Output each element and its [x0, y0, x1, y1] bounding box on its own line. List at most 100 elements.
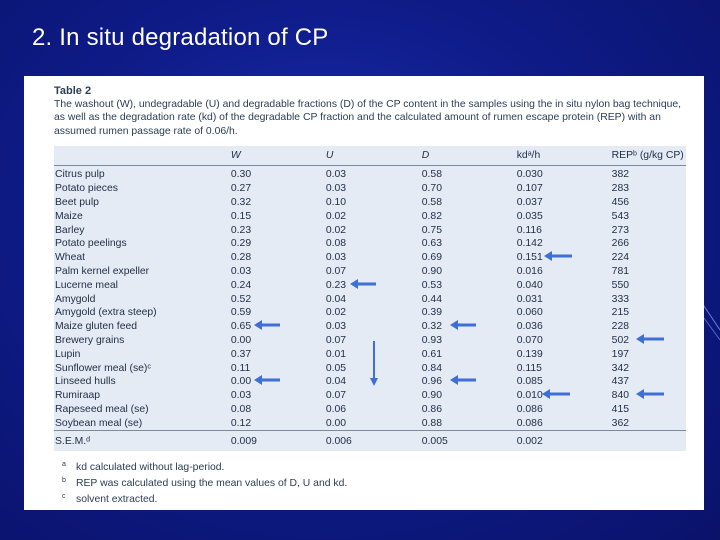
cell-u: 0.03 [325, 321, 347, 333]
cell-u: 0.10 [325, 196, 347, 208]
cell-u: 0.01 [325, 348, 347, 360]
cell-u: 0.05 [325, 362, 347, 374]
table-row: Potato peelings 0.29 0.08 0.63 0.142 266 [54, 237, 686, 251]
cell-rep: 781 [611, 265, 630, 277]
cell-kd: 0.035 [516, 210, 543, 222]
table-row: Citrus pulp 0.30 0.03 0.58 0.030 382 [54, 166, 686, 182]
sem-cell-rep [610, 430, 686, 452]
cell-feed: Beet pulp [55, 196, 99, 208]
cell-u: 0.08 [325, 238, 347, 250]
cell-w: 0.29 [230, 238, 252, 250]
cell-feed: Soybean meal (se) [55, 417, 143, 429]
table-row: Lucerne meal 0.24 0.23 0.53 0.040 550 [54, 278, 686, 292]
cell-kd: 0.016 [516, 265, 543, 277]
footnote-a: a kd calculated without lag-period. [62, 461, 225, 473]
cell-kd: 0.085 [516, 376, 543, 388]
cell-u: 0.03 [325, 252, 347, 264]
cell-w: 0.08 [230, 403, 252, 415]
cell-rep: 215 [611, 307, 630, 319]
cell-w: 0.28 [230, 252, 252, 264]
table-row: Maize 0.15 0.02 0.82 0.035 543 [54, 209, 686, 223]
cell-u: 0.06 [325, 403, 347, 415]
cell-rep: 362 [611, 417, 630, 429]
table-row: Potato pieces 0.27 0.03 0.70 0.107 283 [54, 182, 686, 196]
table-description: The washout (W), undegradable (U) and de… [54, 99, 682, 137]
cell-w: 0.52 [230, 293, 252, 305]
cell-rep: 266 [611, 238, 630, 250]
cell-d: 0.86 [421, 403, 442, 415]
cell-d: 0.82 [421, 210, 442, 222]
cell-kd: 0.142 [516, 238, 543, 250]
cell-w: 0.03 [230, 265, 252, 277]
cell-rep: 228 [611, 321, 630, 333]
header-feed [54, 146, 230, 166]
cell-u: 0.03 [325, 183, 347, 195]
cell-kd: 0.116 [516, 224, 542, 236]
cell-kd: 0.086 [516, 403, 543, 415]
cell-feed: Potato peelings [55, 238, 127, 250]
table-row: Rumiraap 0.03 0.07 0.90 0.010 840 [54, 389, 686, 403]
cell-feed: Maize [55, 210, 83, 222]
sem-cell-w: 0.009 [229, 430, 325, 452]
cell-kd: 0.010 [516, 390, 543, 402]
cell-d: 0.32 [421, 321, 442, 333]
cell-rep: 502 [611, 334, 630, 346]
cell-feed: Rapeseed meal (se) [55, 403, 149, 415]
cell-rep: 550 [611, 279, 630, 291]
cell-w: 0.00 [230, 334, 252, 346]
cell-rep: 543 [611, 210, 630, 222]
cell-d: 0.63 [421, 238, 442, 250]
header-rep: REPᵇ (g/kg CP) [610, 146, 686, 166]
cell-d: 0.93 [421, 334, 442, 346]
slide-title: 2. In situ degradation of CP [32, 24, 329, 51]
cell-rep: 333 [611, 293, 630, 305]
cell-w: 0.12 [230, 417, 252, 429]
table-row: Barley 0.23 0.02 0.75 0.116 273 [54, 223, 686, 237]
cell-w: 0.65 [230, 321, 252, 333]
cell-kd: 0.031 [516, 293, 543, 305]
footnote-c: c solvent extracted. [62, 493, 158, 505]
cell-w: 0.03 [230, 390, 252, 402]
cell-w: 0.59 [230, 307, 252, 319]
cell-feed: Sunflower meal (se)ᶜ [55, 362, 152, 374]
cell-feed: Citrus pulp [55, 169, 105, 181]
table-row: Maize gluten feed 0.65 0.03 0.32 0.036 228 [54, 320, 686, 334]
cell-d: 0.39 [421, 307, 442, 319]
table-row: Soybean meal (se) 0.12 0.00 0.88 0.086 362 [54, 416, 686, 430]
cell-kd: 0.040 [516, 279, 543, 291]
cell-w: 0.37 [230, 348, 252, 360]
cell-feed: Lupin [55, 348, 81, 360]
cell-rep: 456 [611, 196, 630, 208]
cell-feed: Amygold (extra steep) [55, 307, 157, 319]
cell-w: 0.11 [230, 362, 251, 374]
cell-d: 0.53 [421, 279, 442, 291]
cell-d: 0.61 [421, 348, 442, 360]
table-row: Sunflower meal (se)ᶜ 0.11 0.05 0.84 0.115 342 [54, 361, 686, 375]
cell-u: 0.07 [325, 265, 347, 277]
table-label: Table 2 [54, 85, 92, 97]
cell-feed: Potato pieces [55, 183, 118, 195]
cell-kd: 0.037 [516, 196, 543, 208]
sem-cell-d: 0.005 [420, 430, 516, 452]
cell-rep: 437 [611, 376, 630, 388]
cell-feed: Barley [55, 224, 85, 236]
cell-rep: 342 [611, 362, 630, 374]
cell-u: 0.04 [325, 376, 347, 388]
cell-w: 0.32 [230, 196, 252, 208]
cell-w: 0.00 [230, 376, 252, 388]
cell-u: 0.03 [325, 169, 347, 181]
cell-feed: Linseed hulls [55, 376, 116, 388]
header-w: W [229, 146, 325, 166]
cell-rep: 224 [611, 252, 630, 264]
table-row: Amygold 0.52 0.04 0.44 0.031 333 [54, 292, 686, 306]
cell-d: 0.75 [421, 224, 442, 236]
cell-rep: 840 [611, 390, 630, 402]
cell-kd: 0.030 [516, 169, 543, 181]
header-kd: kdᵃ/h [515, 146, 611, 166]
sem-row: S.E.M.ᵈ 0.009 0.006 0.005 0.002 [54, 430, 686, 452]
table-body: Citrus pulp 0.30 0.03 0.58 0.030 382 Potato pi… [54, 166, 686, 452]
cell-u: 0.07 [325, 390, 347, 402]
cell-w: 0.27 [230, 183, 252, 195]
cell-rep: 415 [611, 403, 630, 415]
cell-feed: Lucerne meal [55, 279, 118, 291]
